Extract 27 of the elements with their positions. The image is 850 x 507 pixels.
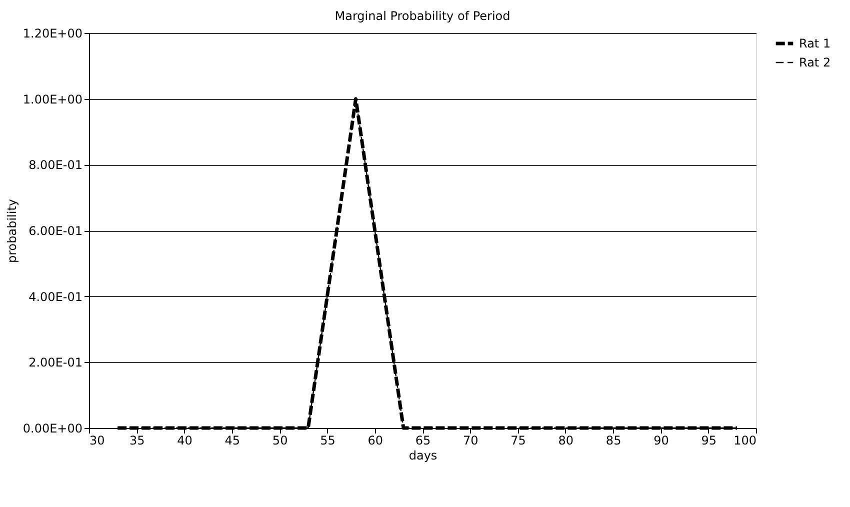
x-tick-label: 55 [320,434,336,448]
x-axis-title: days [408,448,438,462]
x-tick-label: 90 [654,434,669,448]
x-tick-label: 60 [368,434,383,448]
y-tick-label: 0.00E+00 [22,422,82,436]
x-tick-label: 95 [701,434,716,448]
x-tick-label: 80 [558,434,574,448]
y-tick-label: 1.00E+00 [22,92,82,106]
y-tick-label: 8.00E-01 [28,158,82,172]
y-tick-label: 1.20E+00 [22,26,82,40]
x-tick-label: 75 [510,434,526,448]
x-tick-label: 100 [734,434,756,448]
y-tick-label: 6.00E-01 [28,224,82,238]
x-tick-label: 35 [130,434,145,448]
legend-label: Rat 1 [799,36,831,50]
y-tick-label: 2.00E-01 [28,356,82,370]
y-tick-label: 4.00E-01 [28,290,82,304]
x-tick-label: 45 [224,434,240,448]
x-tick-label: 65 [415,434,431,448]
x-tick-label: 50 [272,434,288,448]
y-axis-title: probability [4,198,19,264]
x-tick-label: 70 [463,434,478,448]
x-tick-label: 40 [177,434,192,448]
x-tick-label: 30 [90,434,105,448]
legend-label: Rat 2 [799,56,831,70]
chart-title: Marginal Probability of Period [334,9,510,23]
x-tick-label: 85 [606,434,622,448]
